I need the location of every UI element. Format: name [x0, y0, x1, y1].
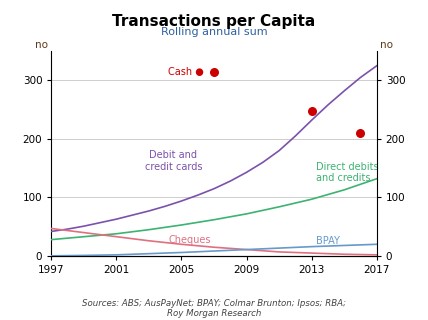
Text: no: no	[35, 40, 48, 50]
Point	[357, 130, 364, 135]
Point	[308, 109, 315, 114]
Text: Sources: ABS; AusPayNet; BPAY; Colmar Brunton; Ipsos; RBA;
Roy Morgan Research: Sources: ABS; AusPayNet; BPAY; Colmar Br…	[82, 299, 346, 318]
Point	[211, 69, 217, 74]
Text: BPAY: BPAY	[316, 236, 340, 246]
Text: Cheques: Cheques	[168, 235, 211, 244]
Text: Rolling annual sum: Rolling annual sum	[160, 27, 268, 37]
Text: Cash ●: Cash ●	[169, 67, 204, 77]
Text: no: no	[380, 40, 393, 50]
Text: Direct debits
and credits: Direct debits and credits	[316, 162, 379, 183]
Text: Transactions per Capita: Transactions per Capita	[113, 14, 315, 29]
Text: Debit and
credit cards: Debit and credit cards	[145, 150, 202, 172]
